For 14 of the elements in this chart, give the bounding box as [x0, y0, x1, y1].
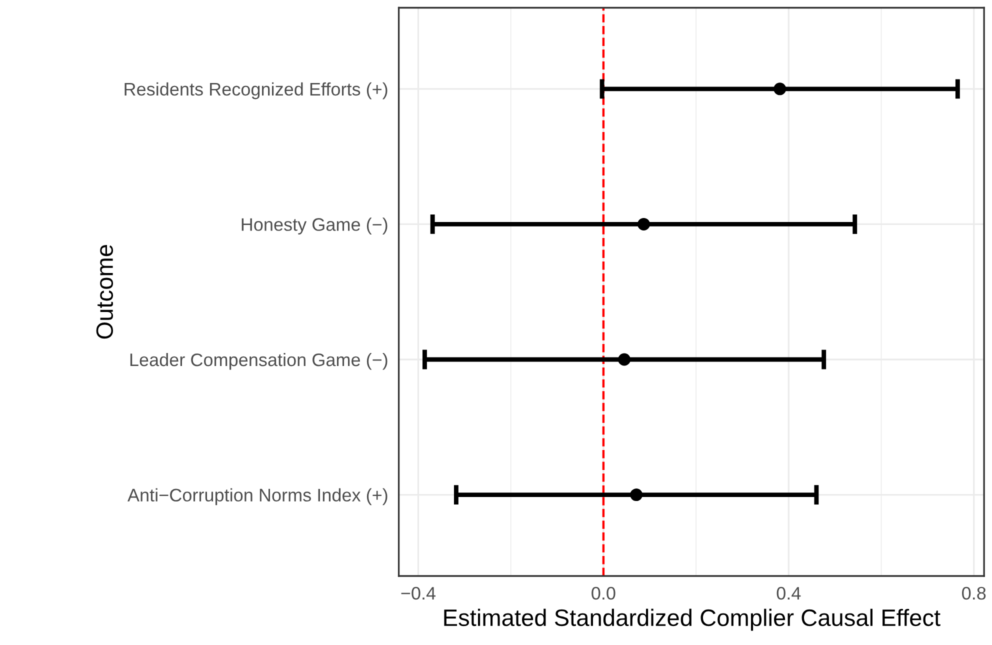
- y-tick-label: Leader Compensation Game (−): [130, 352, 388, 370]
- y-tick-label: Residents Recognized Efforts (+): [124, 82, 388, 100]
- point: [637, 218, 650, 230]
- y-tick-label: Anti−Corruption Norms Index (+): [128, 488, 388, 506]
- x-tick-label: −0.4: [401, 586, 436, 600]
- y-tick-label: Honesty Game (−): [242, 218, 388, 235]
- x-tick-label: 0.0: [592, 586, 616, 600]
- point: [774, 82, 786, 96]
- point: [630, 488, 643, 502]
- x-axis-title: Estimated Standardized Complier Causal Effect: [444, 608, 940, 631]
- x-tick-label: 0.4: [776, 586, 801, 600]
- y-axis-title: Outcome: [96, 245, 114, 339]
- x-tick-label: 0.8: [962, 586, 986, 600]
- point: [618, 353, 631, 366]
